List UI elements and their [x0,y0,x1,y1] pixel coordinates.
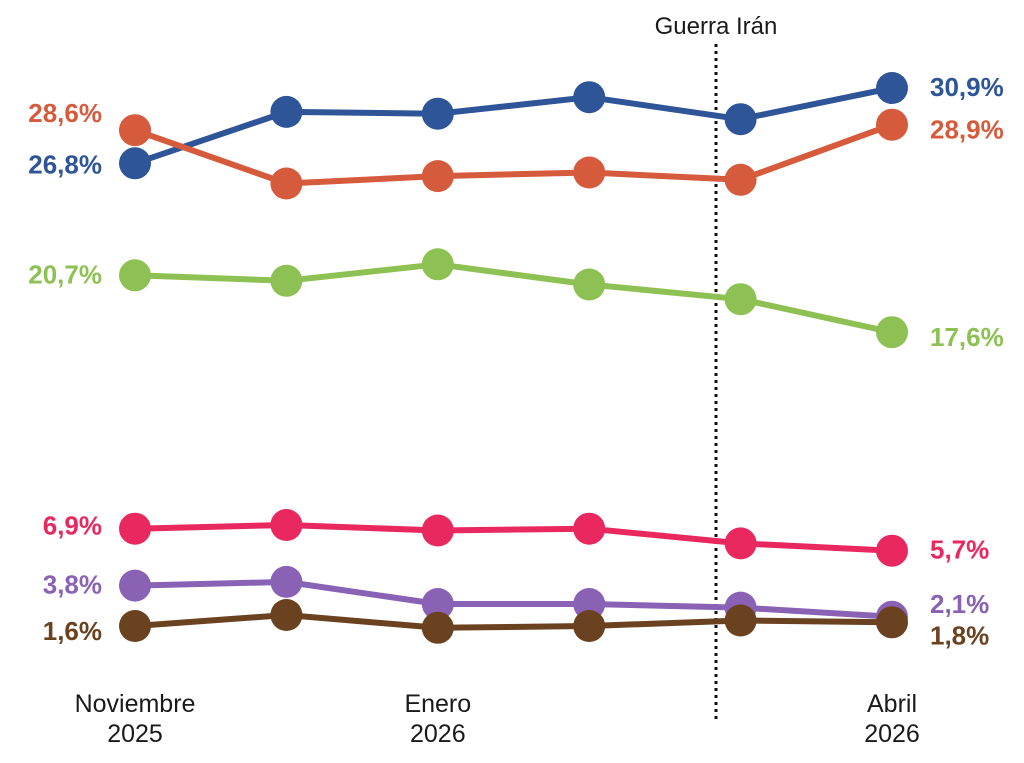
data-point [876,316,908,349]
event-marker: Guerra Irán [655,13,778,722]
data-point [876,108,908,141]
start-value-label: 20,7% [28,259,102,289]
x-tick-label: Enero 2026 [404,690,471,748]
end-value-label: 30,9% [930,72,1004,102]
series-1 [119,108,908,200]
data-point [421,588,454,620]
data-point [421,248,454,281]
series-line [132,85,895,167]
data-point [724,527,757,560]
data-point [573,268,606,301]
data-point [573,610,606,642]
data-point [119,610,151,642]
x-tick-label: Abril 2026 [864,690,920,748]
data-point [573,588,606,620]
data-point [724,604,757,637]
data-point [270,264,303,297]
data-point [421,514,454,547]
data-point [270,509,303,541]
data-point [724,163,757,196]
start-value-label: 3,8% [43,570,102,600]
data-point [876,72,908,104]
data-point [270,565,303,598]
start-value-label: 1,6% [43,616,102,646]
x-axis-labels: Noviembre 2025 Enero 2026 Abril 2026 [75,690,920,748]
series-3 [119,509,908,567]
data-point [876,534,908,567]
data-point [270,167,303,200]
data-point [421,611,454,644]
series-5 [119,599,908,644]
data-point [573,512,606,545]
data-point [119,512,151,545]
data-point [573,156,606,189]
data-point [119,114,151,147]
series-0 [119,72,908,180]
data-point [119,569,151,602]
data-point [119,259,151,292]
series-layer [119,72,908,644]
data-point [270,95,303,128]
x-tick-label: Noviembre 2025 [75,690,196,748]
start-value-label: 6,9% [43,511,102,541]
series-line [132,612,895,631]
data-point [724,283,757,316]
event-label: Guerra Irán [655,13,778,40]
end-value-label: 5,7% [930,535,989,565]
series-line [132,121,895,187]
series-2 [119,248,908,349]
end-value-label: 17,6% [930,322,1004,352]
series-line [132,261,895,336]
data-point [724,103,757,136]
end-value-label: 2,1% [930,589,989,619]
data-point [119,147,151,180]
start-value-label: 28,6% [28,98,102,128]
series-line [132,522,895,554]
start-value-label: 26,8% [28,149,102,179]
series-line [132,578,895,620]
data-point [270,599,303,631]
data-point [876,606,908,639]
end-value-label: 28,9% [930,115,1004,145]
data-point [421,160,454,193]
end-value-label: 1,8% [930,620,989,650]
data-point [573,81,606,114]
data-point [421,97,454,130]
data-labels: 26,8% 30,9% 28,6% 28,9% 20,7% 17,6% 6,9% 5,7% 3,… [28,72,1003,650]
